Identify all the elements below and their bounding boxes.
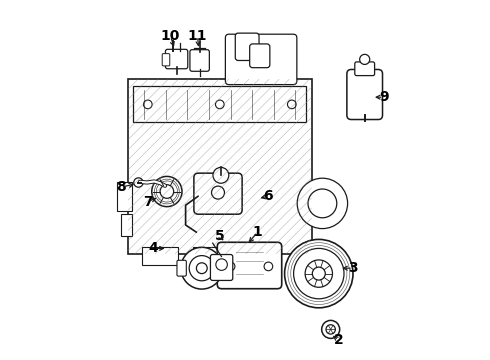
Circle shape (226, 262, 235, 271)
Text: 9: 9 (379, 90, 389, 104)
Bar (193, 247, 229, 265)
Text: 10: 10 (161, 29, 180, 43)
Bar (117, 182, 132, 211)
Circle shape (288, 100, 296, 109)
Circle shape (308, 189, 337, 218)
FancyBboxPatch shape (190, 50, 209, 71)
FancyBboxPatch shape (194, 173, 242, 214)
Circle shape (285, 239, 353, 308)
Text: 3: 3 (348, 261, 358, 275)
Circle shape (189, 256, 215, 281)
Bar (143, 247, 178, 265)
FancyBboxPatch shape (347, 69, 383, 120)
Circle shape (181, 247, 222, 289)
FancyBboxPatch shape (355, 62, 374, 76)
Bar (133, 86, 306, 122)
FancyBboxPatch shape (166, 49, 188, 69)
Circle shape (264, 262, 273, 271)
Circle shape (134, 178, 143, 187)
FancyBboxPatch shape (235, 33, 259, 60)
Circle shape (312, 267, 325, 280)
Bar (243, 247, 279, 265)
Circle shape (152, 176, 182, 207)
Circle shape (196, 263, 207, 274)
Text: 7: 7 (143, 195, 152, 208)
Text: 6: 6 (264, 189, 273, 203)
FancyBboxPatch shape (177, 260, 186, 276)
FancyBboxPatch shape (217, 242, 282, 289)
FancyBboxPatch shape (210, 255, 233, 280)
Circle shape (305, 260, 333, 287)
Circle shape (326, 325, 335, 334)
Text: 1: 1 (253, 225, 263, 239)
Circle shape (144, 100, 152, 109)
Bar (121, 214, 132, 236)
Text: 4: 4 (148, 242, 158, 255)
Text: 2: 2 (334, 333, 343, 347)
Circle shape (216, 259, 227, 270)
Circle shape (321, 320, 340, 338)
Circle shape (294, 248, 344, 299)
Bar (128, 79, 312, 254)
Circle shape (212, 186, 224, 199)
FancyBboxPatch shape (225, 34, 297, 85)
Circle shape (160, 185, 173, 198)
Circle shape (360, 54, 370, 64)
Text: 11: 11 (188, 29, 207, 43)
FancyBboxPatch shape (162, 54, 170, 66)
Circle shape (216, 100, 224, 109)
Circle shape (213, 167, 229, 183)
Text: 5: 5 (215, 229, 225, 243)
Circle shape (297, 178, 347, 229)
Text: 8: 8 (116, 180, 125, 194)
FancyBboxPatch shape (250, 44, 270, 68)
